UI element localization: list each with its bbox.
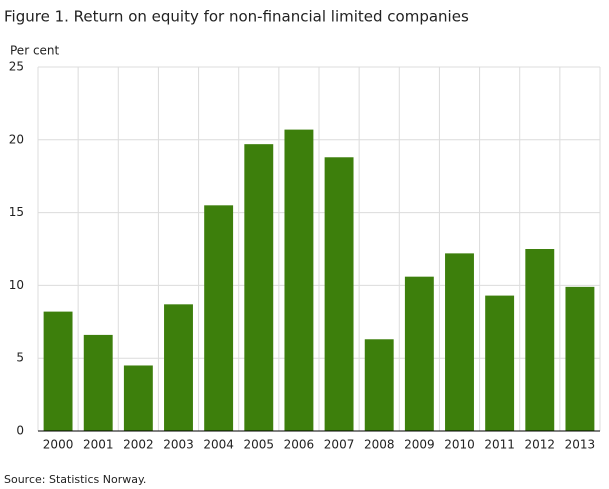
y-tick-label: 0 <box>16 424 24 438</box>
bar <box>364 339 394 431</box>
bar <box>43 311 73 431</box>
x-tick-label: 2011 <box>484 438 515 452</box>
bar <box>485 295 515 431</box>
x-tick-label: 2007 <box>324 438 355 452</box>
bar <box>244 144 274 431</box>
bar <box>284 129 314 431</box>
x-tick-label: 2001 <box>83 438 114 452</box>
y-tick-label: 20 <box>9 132 24 146</box>
x-tick-label: 2013 <box>565 438 596 452</box>
x-tick-label: 2004 <box>203 438 234 452</box>
x-tick-label: 2008 <box>364 438 395 452</box>
x-tick-label: 2010 <box>444 438 475 452</box>
bar <box>324 157 354 431</box>
y-tick-label: 10 <box>9 278 24 292</box>
chart-title: Figure 1. Return on equity for non-finan… <box>4 8 469 26</box>
bar <box>204 205 234 431</box>
x-tick-label: 2009 <box>404 438 435 452</box>
y-tick-label: 5 <box>16 351 24 365</box>
x-tick-label: 2000 <box>43 438 74 452</box>
bar <box>565 286 595 431</box>
x-tick-label: 2003 <box>163 438 194 452</box>
bar <box>123 365 153 431</box>
bar <box>164 304 193 431</box>
y-tick-label: 15 <box>9 205 24 219</box>
bar <box>83 334 113 431</box>
bar <box>445 253 474 431</box>
x-tick-label: 2005 <box>244 438 275 452</box>
x-tick-label: 2002 <box>123 438 154 452</box>
x-tick-label: 2006 <box>284 438 315 452</box>
bar <box>404 276 434 431</box>
y-axis-label: Per cent <box>10 44 60 58</box>
source: Source: Statistics Norway. <box>4 473 146 486</box>
y-tick-label: 25 <box>9 60 24 74</box>
x-tick-label: 2012 <box>525 438 556 452</box>
bar <box>525 249 555 431</box>
